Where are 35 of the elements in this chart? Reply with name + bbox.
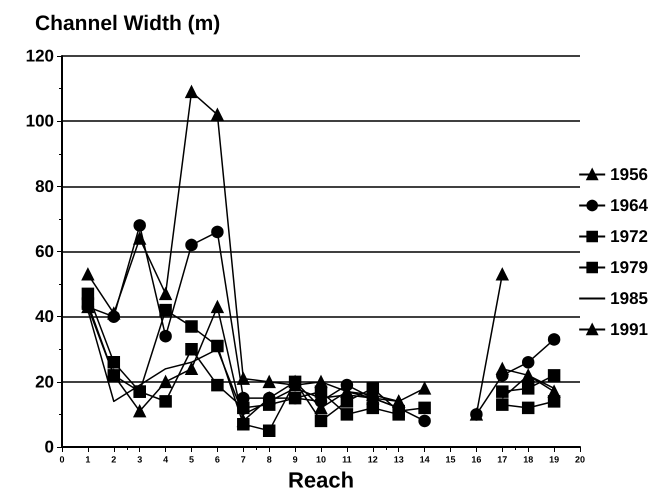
y-tick-label: 20 bbox=[35, 372, 54, 392]
x-tick-label: 1 bbox=[85, 454, 90, 464]
x-tick-label: 18 bbox=[523, 454, 534, 464]
x-tick-label: 7 bbox=[240, 454, 246, 464]
x-tick-label: 13 bbox=[394, 454, 404, 464]
x-tick-label: 4 bbox=[163, 454, 168, 464]
y-tick-label: 100 bbox=[26, 112, 54, 131]
legend-label: 1979 bbox=[610, 258, 648, 277]
y-tick-label: 120 bbox=[26, 46, 54, 66]
x-tick-label: 15 bbox=[445, 454, 456, 464]
legend-label: 1964 bbox=[610, 196, 649, 215]
y-tick-label: 80 bbox=[35, 176, 54, 196]
x-tick-label: 5 bbox=[188, 454, 194, 464]
x-tick-label: 16 bbox=[471, 454, 482, 464]
y-tick-label: 60 bbox=[35, 242, 54, 261]
legend-label: 1991 bbox=[610, 320, 648, 339]
x-tick-label: 6 bbox=[214, 454, 220, 464]
x-axis-title: Reach bbox=[288, 468, 354, 492]
x-tick-label: 12 bbox=[368, 454, 378, 464]
legend-label: 1972 bbox=[610, 227, 648, 246]
x-tick-label: 0 bbox=[59, 454, 65, 464]
x-tick-label: 19 bbox=[549, 454, 560, 464]
x-tick-label: 11 bbox=[342, 454, 352, 464]
legend-label: 1956 bbox=[610, 165, 648, 184]
x-tick-label: 8 bbox=[266, 454, 272, 464]
x-tick-label: 10 bbox=[316, 454, 326, 464]
y-tick-label: 40 bbox=[35, 307, 54, 326]
x-tick-label: 20 bbox=[574, 454, 586, 464]
x-tick-label: 2 bbox=[111, 454, 116, 464]
x-tick-label: 14 bbox=[420, 454, 430, 464]
x-tick-label: 3 bbox=[137, 454, 142, 464]
x-tick-label: 9 bbox=[292, 454, 298, 464]
legend-label: 1985 bbox=[610, 289, 648, 308]
x-tick-label: 17 bbox=[497, 454, 508, 464]
y-axis-title: Channel Width (m) bbox=[35, 12, 220, 35]
